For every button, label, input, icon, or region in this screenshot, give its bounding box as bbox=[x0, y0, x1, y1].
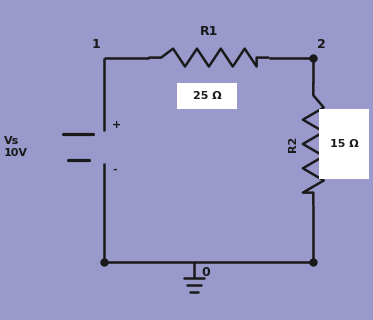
Text: 0: 0 bbox=[201, 266, 210, 279]
Text: 2: 2 bbox=[317, 38, 326, 51]
Text: R2: R2 bbox=[288, 136, 298, 152]
Text: +: + bbox=[112, 120, 121, 130]
Text: -: - bbox=[112, 164, 116, 175]
Text: 15 Ω: 15 Ω bbox=[330, 139, 358, 149]
Text: R1: R1 bbox=[200, 25, 218, 38]
Text: Vs
10V: Vs 10V bbox=[4, 136, 28, 158]
FancyBboxPatch shape bbox=[319, 109, 369, 179]
FancyBboxPatch shape bbox=[177, 83, 237, 109]
Text: 25 Ω: 25 Ω bbox=[193, 91, 221, 101]
Text: 1: 1 bbox=[92, 38, 101, 51]
